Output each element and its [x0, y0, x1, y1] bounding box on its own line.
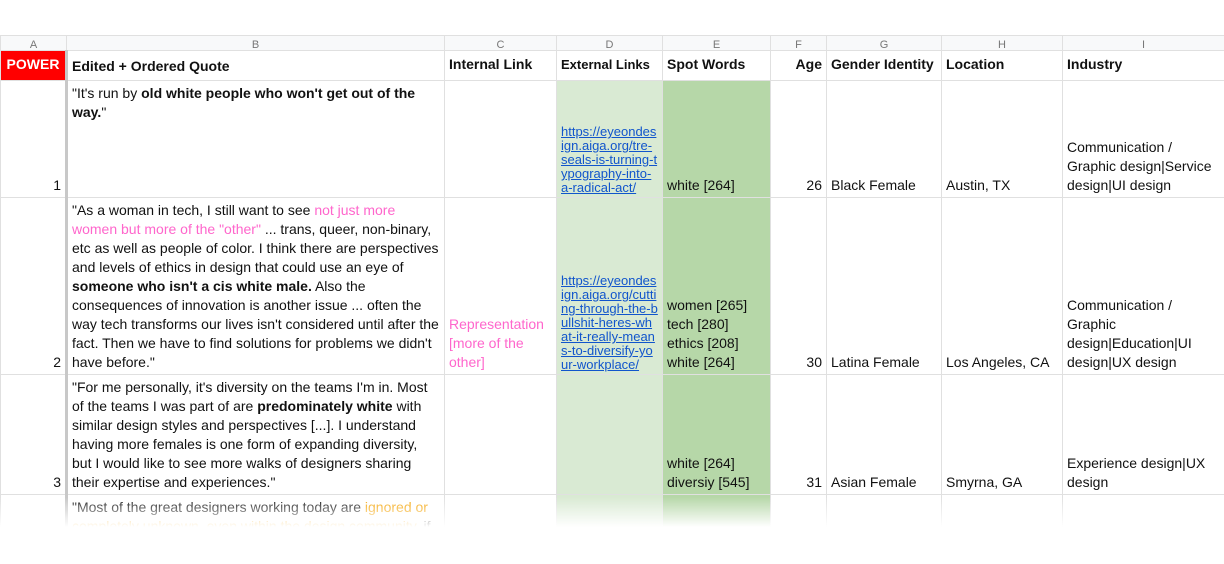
column-letter: F: [770, 35, 827, 51]
external-link-cell: https://eyeondesign.aiga.org/cutting-thr…: [556, 197, 663, 375]
text-run: Also the consequences of innovation is a…: [72, 278, 439, 370]
location-text: Los Angeles, CA: [946, 354, 1050, 370]
age-cell: 31: [770, 374, 827, 495]
spot-word: white [264]: [667, 354, 735, 370]
header-cell: Industry: [1062, 50, 1224, 81]
quote-cell: "It's run by old white people who won't …: [66, 80, 445, 198]
column-letter: G: [826, 35, 942, 51]
age-cell: 26: [770, 80, 827, 198]
text-run: "It's run by: [72, 85, 142, 101]
age-text: 31: [806, 474, 822, 490]
header-row: POWER Edited + Ordered Quote Internal Link…: [0, 50, 1224, 81]
row-number-text: 3: [53, 474, 61, 490]
column-letter: A: [0, 35, 67, 51]
column-letter: E: [662, 35, 771, 51]
location-cell: Smyrna, GA: [941, 374, 1063, 495]
external-link[interactable]: https://eyeondesign.aiga.org/tre-seals-i…: [561, 124, 658, 195]
age-text: 30: [806, 354, 822, 370]
spot-word: tech [280]: [667, 316, 729, 332]
text-run: old white people who won't get out of th…: [72, 85, 416, 120]
text-run: ... trans, queer, non-binary, etc as wel…: [72, 221, 439, 275]
header-cell: Gender Identity: [826, 50, 942, 81]
external-link[interactable]: https://eyeondesign.aiga.org/cutting-thr…: [561, 273, 658, 372]
text-run: ": [101, 104, 107, 120]
text-run: predominately white: [257, 398, 393, 414]
column-letter: B: [66, 35, 445, 51]
spot-word: women [265]: [667, 297, 748, 313]
industry-text: Communication / Graphic design|Education…: [1067, 297, 1192, 370]
spot-word: diversiy [545]: [667, 474, 750, 490]
text-run: "As a woman in tech, I still want to see: [72, 202, 315, 218]
header-cell: Location: [941, 50, 1063, 81]
location-cell: Austin, TX: [941, 80, 1063, 198]
spot-word: ethics [208]: [667, 335, 739, 351]
age-text: 26: [806, 177, 822, 193]
spot-words-cell: women [265] tech [280] ethics [208] white […: [662, 197, 771, 375]
column-letter: C: [444, 35, 557, 51]
age-cell: 30: [770, 197, 827, 375]
header-cell: Edited + Ordered Quote: [66, 50, 445, 81]
row-number: 2: [0, 197, 68, 375]
industry-cell: Communication / Graphic design|Service d…: [1062, 80, 1224, 198]
header-cell: External Links: [556, 50, 663, 81]
data-row: 3 "For me personally, it's diversity on t…: [0, 374, 1224, 495]
quote-cell: "For me personally, it's diversity on th…: [66, 374, 445, 495]
internal-link-cell: [444, 80, 557, 198]
gender-cell: Latina Female: [826, 197, 942, 375]
header-cell: Internal Link: [444, 50, 557, 81]
spot-word: white [264]: [667, 455, 735, 471]
quote-cell: "As a woman in tech, I still want to see…: [66, 197, 445, 375]
fade-overlay: [0, 497, 1224, 527]
spot-word: white [264]: [667, 177, 735, 193]
industry-cell: Experience design|UX design: [1062, 374, 1224, 495]
row-number: 1: [0, 80, 68, 198]
header-cell: POWER: [0, 50, 68, 81]
row-number-text: 1: [53, 177, 61, 193]
header-cell: Age: [770, 50, 827, 81]
industry-text: Experience design|UX design: [1067, 455, 1206, 490]
row-number-text: 2: [53, 354, 61, 370]
industry-text: Communication / Graphic design|Service d…: [1067, 139, 1212, 193]
spot-words-cell: white [264] diversiy [545]: [662, 374, 771, 495]
column-letter: I: [1062, 35, 1224, 51]
external-link-cell: [556, 374, 663, 495]
text-run: Representation [more of the other]: [449, 316, 544, 370]
sheet-grid: A B C D E F G H I POWER Edited + Ordered Quote Inte…: [0, 35, 1224, 527]
industry-cell: Communication / Graphic design|Education…: [1062, 197, 1224, 375]
column-letter: D: [556, 35, 663, 51]
gender-text: Black Female: [831, 177, 916, 193]
gender-cell: Asian Female: [826, 374, 942, 495]
column-letter: H: [941, 35, 1063, 51]
header-cell: Spot Words: [662, 50, 771, 81]
data-row: 1 "It's run by old white people who won't…: [0, 80, 1224, 198]
gender-text: Latina Female: [831, 354, 920, 370]
external-link-cell: https://eyeondesign.aiga.org/tre-seals-i…: [556, 80, 663, 198]
data-row: 2 "As a woman in tech, I still want to se…: [0, 197, 1224, 375]
gender-text: Asian Female: [831, 474, 917, 490]
text-run: "For me personally, it's diversity on th…: [72, 379, 428, 414]
gender-cell: Black Female: [826, 80, 942, 198]
internal-link-cell: Representation [more of the other]: [444, 197, 557, 375]
spot-words-cell: white [264]: [662, 80, 771, 198]
location-text: Austin, TX: [946, 177, 1011, 193]
location-text: Smyrna, GA: [946, 474, 1023, 490]
text-run: with similar design styles and perspecti…: [72, 398, 422, 490]
spreadsheet: A B C D E F G H I POWER Edited + Ordered Quote Inte…: [0, 35, 1224, 527]
text-run: not just more women but more of the "oth…: [72, 202, 396, 237]
text-run: someone who isn't a cis white male.: [72, 278, 312, 294]
internal-link-cell: [444, 374, 557, 495]
row-number: 3: [0, 374, 68, 495]
location-cell: Los Angeles, CA: [941, 197, 1063, 375]
